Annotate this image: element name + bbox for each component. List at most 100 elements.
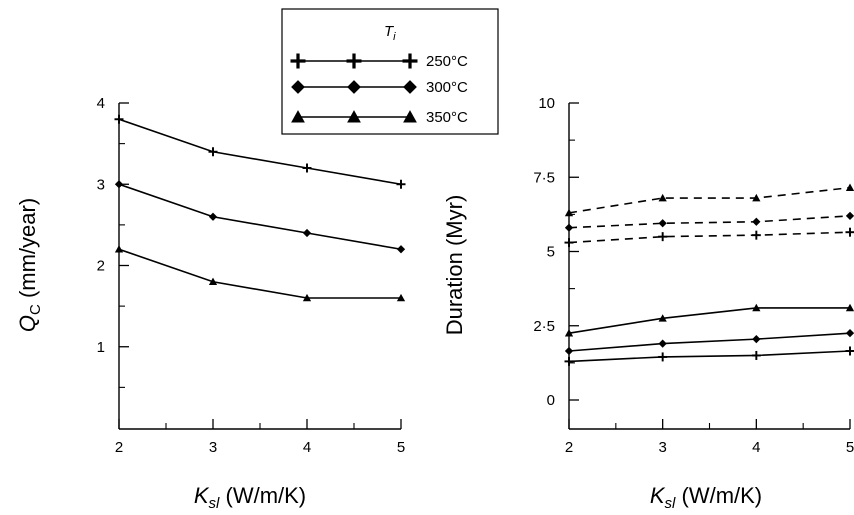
legend-marker — [291, 110, 305, 123]
legend-entry: 350°C — [291, 109, 468, 126]
legend-marker — [347, 110, 361, 123]
data-point-marker — [564, 238, 574, 248]
x-axis-label-symbol: K — [650, 483, 666, 508]
data-point-marker — [564, 329, 574, 337]
legend-marker — [346, 53, 362, 69]
legend-marker — [403, 80, 417, 94]
data-point-marker — [396, 245, 406, 254]
legend-frame — [281, 8, 499, 135]
y-tick-label: 2·5 — [533, 318, 555, 335]
data-point-marker — [114, 114, 124, 124]
series-line — [118, 118, 402, 186]
legend-title-subscript: i — [393, 31, 396, 43]
x-tick-label: 2 — [115, 439, 123, 456]
x-tick-label: 3 — [658, 439, 666, 456]
data-point-marker — [208, 212, 218, 221]
legend-title: Ti — [384, 23, 396, 43]
series-line — [568, 307, 850, 334]
y-axis-label-symbol: Q — [15, 315, 40, 332]
legend-title-symbol: T — [384, 23, 395, 40]
data-point-marker — [658, 193, 667, 202]
data-point-marker — [564, 356, 574, 366]
x-axis-label-units: (W/m/K) — [219, 483, 306, 508]
data-point-marker — [564, 346, 574, 356]
data-point-marker — [658, 314, 667, 322]
y-axis-label-units: (mm/year) — [15, 198, 40, 304]
data-point-marker — [658, 352, 668, 362]
x-tick-label: 5 — [846, 439, 854, 456]
series-line — [568, 332, 851, 352]
data-point-marker — [658, 339, 667, 348]
series-line — [118, 183, 402, 251]
data-point-marker — [396, 179, 406, 189]
y-axis-label: Duration (Myr) — [442, 195, 467, 336]
y-tick-label: 4 — [97, 95, 105, 112]
legend-marker — [290, 53, 306, 69]
series-0 — [564, 346, 854, 366]
legend-label: 350°C — [426, 109, 468, 126]
legend-marker — [403, 110, 417, 123]
legend-marker — [402, 53, 418, 69]
y-tick-label: 5 — [547, 244, 555, 261]
right-chart: 0 2·5 5 7·5 10 2 3 4 5 Ksl (W/m/K) Duration (Myr) — [442, 95, 854, 512]
x-tick-label: 2 — [565, 439, 573, 456]
series-line — [568, 215, 851, 229]
series-1 — [564, 329, 854, 356]
x-axis-label-symbol: K — [194, 483, 210, 508]
data-point-marker — [752, 217, 761, 226]
legend: Ti 250°C 300°C 350°C — [281, 8, 499, 135]
data-point-marker — [845, 211, 854, 220]
legend-label: 300°C — [426, 79, 468, 96]
series-0 — [114, 114, 406, 189]
series-3 — [564, 227, 854, 248]
data-point-marker — [302, 293, 312, 302]
legend-marker — [347, 80, 361, 94]
y-axis-label: QC (mm/year) — [15, 198, 44, 332]
x-axis-label-subscript: sl — [209, 495, 221, 512]
data-point-marker — [752, 193, 761, 202]
data-point-marker — [658, 232, 668, 242]
data-point-marker — [752, 303, 761, 312]
data-point-marker — [845, 183, 854, 191]
legend-entries: 250°C 300°C 350°C — [290, 53, 468, 126]
legend-marker — [291, 80, 305, 94]
legend-label: 250°C — [426, 53, 468, 70]
series-2 — [564, 303, 854, 337]
series-4 — [564, 211, 854, 232]
series-line — [568, 186, 851, 214]
data-point-marker — [114, 245, 124, 253]
y-tick-label: 10 — [538, 95, 555, 112]
x-tick-label: 4 — [303, 439, 311, 456]
x-axis-label-subscript: sl — [665, 495, 677, 512]
y-tick-label: 3 — [97, 176, 105, 193]
legend-entry: 300°C — [291, 79, 468, 96]
x-tick-label: 5 — [397, 439, 405, 456]
series-line — [118, 248, 401, 299]
data-point-marker — [845, 303, 854, 312]
series-line — [568, 231, 851, 244]
y-axis-label-subscript: C — [27, 304, 44, 315]
data-point-marker — [302, 163, 312, 173]
x-tick-label: 4 — [752, 439, 760, 456]
data-point-marker — [396, 293, 406, 302]
x-axis-label-units: (W/m/K) — [675, 483, 762, 508]
x-tick-label: 3 — [209, 439, 217, 456]
x-axis-label: Ksl (W/m/K) — [194, 483, 306, 512]
series-5 — [564, 183, 854, 217]
y-tick-label: 1 — [97, 339, 105, 356]
y-tick-label: 2 — [97, 258, 105, 275]
y-tick-label: 0 — [547, 392, 555, 409]
data-point-marker — [208, 277, 218, 286]
data-point-marker — [208, 147, 218, 157]
x-axis-label: Ksl (W/m/K) — [650, 483, 762, 512]
series-line — [568, 350, 851, 363]
data-point-marker — [658, 219, 667, 228]
data-point-marker — [845, 346, 854, 356]
data-point-marker — [751, 350, 761, 360]
series-1 — [114, 180, 406, 254]
data-point-marker — [751, 230, 761, 240]
data-point-marker — [564, 223, 574, 232]
data-point-marker — [302, 228, 312, 238]
y-tick-label: 7·5 — [533, 169, 555, 186]
